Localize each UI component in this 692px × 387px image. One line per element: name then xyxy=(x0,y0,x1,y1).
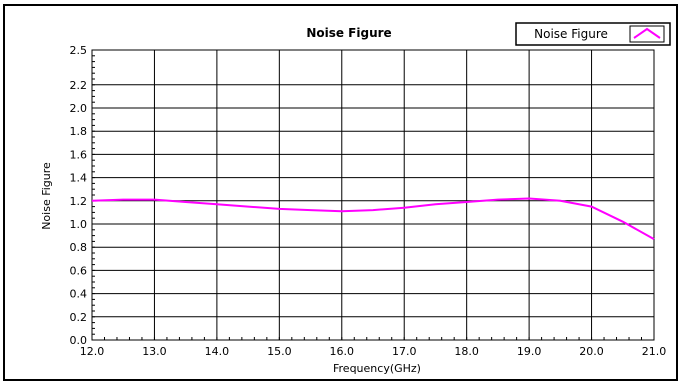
y-tick-label: 1.0 xyxy=(70,218,88,231)
x-tick-label: 16.0 xyxy=(330,345,355,358)
x-tick-label: 18.0 xyxy=(454,345,479,358)
y-tick-label: 1.2 xyxy=(70,195,88,208)
chart-title: Noise Figure xyxy=(306,26,391,40)
legend-swatch xyxy=(629,25,665,43)
x-tick-label: 13.0 xyxy=(142,345,167,358)
y-tick-label: 0.6 xyxy=(70,264,88,277)
y-tick-label: 0.0 xyxy=(70,334,88,347)
legend-line-icon xyxy=(633,27,661,39)
plot-area xyxy=(91,49,655,341)
y-tick-label: 1.4 xyxy=(70,172,88,185)
x-tick-label: 12.0 xyxy=(80,345,105,358)
y-tick-label: 2.5 xyxy=(70,44,88,57)
x-tick-label: 21.0 xyxy=(642,345,667,358)
y-tick-label: 2.0 xyxy=(70,102,88,115)
x-tick-label: 17.0 xyxy=(392,345,417,358)
y-tick-label: 1.8 xyxy=(70,125,88,138)
noise-figure-series-line xyxy=(91,197,655,240)
noise-figure-chart: Noise Figure Noise Figure 12.0 13.0 14.0 15… xyxy=(40,22,671,375)
x-tick-label: 19.0 xyxy=(517,345,542,358)
series-layer xyxy=(91,197,655,240)
y-tick-label: 2.2 xyxy=(70,79,88,92)
legend: Noise Figure xyxy=(515,22,671,46)
y-axis: 0.0 0.2 0.4 0.6 0.8 1.0 1.2 1.4 1.6 1.8 2.0 2.2 2.5 xyxy=(70,44,95,347)
x-axis-label: Frequency(GHz) xyxy=(333,362,421,375)
x-axis: 12.0 13.0 14.0 15.0 16.0 17.0 18.0 19.0 20.0 21.0 xyxy=(80,337,667,358)
x-tick-label: 20.0 xyxy=(579,345,604,358)
grid xyxy=(91,49,655,341)
y-tick-label: 0.8 xyxy=(70,241,88,254)
y-tick-label: 0.4 xyxy=(70,288,88,301)
y-tick-label: 0.2 xyxy=(70,311,88,324)
legend-label: Noise Figure xyxy=(534,27,608,41)
y-axis-label: Noise Figure xyxy=(40,162,53,230)
x-tick-label: 15.0 xyxy=(267,345,292,358)
x-tick-label: 14.0 xyxy=(205,345,230,358)
chart-frame: Noise Figure Noise Figure 12.0 13.0 14.0 15… xyxy=(3,4,678,381)
y-tick-label: 1.6 xyxy=(70,148,88,161)
